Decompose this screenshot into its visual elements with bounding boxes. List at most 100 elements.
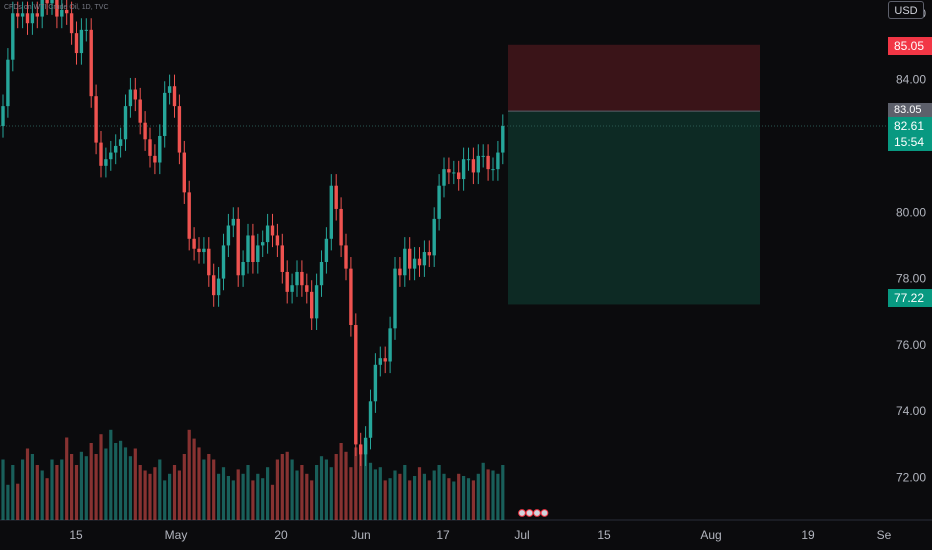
flag-icon[interactable]: [518, 509, 526, 517]
flag-icon[interactable]: [540, 509, 549, 517]
volume-bar: [236, 469, 240, 520]
volume-bar: [177, 470, 181, 520]
candle-body: [207, 248, 211, 276]
candle-body: [153, 155, 157, 163]
time-axis-label: 19: [801, 528, 815, 542]
candle-body: [6, 59, 10, 107]
volume-bar: [21, 459, 25, 520]
flag-icon[interactable]: [533, 509, 541, 517]
candle-body: [476, 155, 480, 173]
candle-body: [25, 13, 30, 24]
volume-bar: [452, 481, 456, 520]
volume-bar: [163, 480, 167, 520]
candle-body: [167, 86, 172, 93]
candle-body: [481, 155, 485, 157]
candle-body: [373, 364, 378, 402]
candle-body: [265, 225, 270, 243]
volume-bar: [55, 465, 59, 520]
volume-bar: [70, 454, 74, 520]
price-axis-background: [886, 0, 932, 520]
candle-body: [202, 248, 206, 253]
candle-body: [55, 0, 59, 17]
candle-body: [128, 89, 133, 107]
candle-body: [104, 159, 108, 166]
volume-bar: [182, 454, 186, 520]
candle-body: [344, 245, 348, 269]
candle-body: [60, 9, 64, 17]
candle-body: [236, 218, 240, 276]
volume-bar: [266, 467, 270, 520]
candle-body: [501, 126, 505, 153]
volume-bar: [119, 440, 123, 520]
candle-body: [11, 13, 15, 60]
price-axis-label: 80.00: [896, 205, 926, 219]
candle-body: [339, 208, 343, 246]
candle-body: [457, 172, 461, 180]
volume-bar: [442, 473, 446, 520]
volume-bar: [187, 429, 191, 520]
candle-body: [496, 152, 500, 170]
current-price: 82.61: [894, 119, 925, 133]
volume-bar: [398, 473, 402, 520]
flag-icon[interactable]: [525, 509, 534, 517]
volume-bar: [300, 465, 304, 520]
candle-body: [138, 99, 142, 123]
volume-bar: [359, 445, 363, 520]
volume-bar: [437, 465, 441, 520]
candle-body: [368, 401, 373, 438]
volume-bar: [99, 434, 103, 520]
volume-bar: [324, 459, 328, 520]
candle-body: [437, 185, 441, 219]
candle-body: [216, 278, 221, 296]
candle-body: [442, 169, 446, 186]
candle-body: [158, 135, 162, 163]
candle-body: [334, 185, 338, 209]
currency-button[interactable]: USD: [888, 1, 924, 19]
candle-body: [74, 33, 79, 54]
candle-body: [412, 258, 417, 269]
candle-body: [172, 86, 177, 107]
volume-bar: [143, 470, 147, 520]
volume-bar: [128, 456, 132, 520]
candle-body: [182, 152, 186, 193]
volume-bar: [133, 448, 137, 520]
volume-bar: [310, 480, 314, 520]
candle-body: [148, 139, 152, 156]
volume-bar: [50, 459, 54, 520]
volume-bar: [339, 443, 343, 520]
candle-body: [69, 13, 74, 34]
price-axis-label: 76.00: [896, 338, 926, 352]
volume-bar: [373, 469, 377, 520]
time-axis-label: May: [165, 528, 188, 542]
volume-bar: [457, 473, 461, 520]
volume-bar: [275, 459, 279, 520]
candle-body: [378, 358, 382, 365]
candle-body: [270, 225, 275, 236]
volume-bar: [84, 456, 88, 520]
candle-body: [79, 29, 84, 54]
candle-body: [20, 13, 25, 17]
candle-body: [359, 444, 363, 455]
candle-body: [163, 92, 167, 136]
time-axis-label: 15: [597, 528, 611, 542]
candle-body: [310, 291, 314, 319]
volume-bar: [432, 470, 436, 520]
candle-body: [349, 268, 353, 326]
volume-bar: [226, 476, 230, 520]
entry-price-tag: 83.05: [888, 103, 932, 117]
candle-body: [403, 248, 407, 276]
candle-body: [133, 89, 137, 100]
stop-loss-zone: [508, 44, 760, 112]
volume-bar: [65, 437, 69, 520]
volume-bar: [422, 473, 426, 520]
symbol-legend: CFDs on WTI Crude Oil, 1D, TVC: [4, 4, 109, 11]
time-axis-label: Aug: [700, 528, 721, 542]
candle-body: [30, 13, 35, 24]
volume-bar: [172, 465, 177, 520]
current-price-tag: 82.61 15:54: [888, 117, 932, 151]
volume-bar: [35, 465, 39, 520]
volume-bar: [481, 462, 485, 520]
volume-bar: [295, 470, 299, 520]
